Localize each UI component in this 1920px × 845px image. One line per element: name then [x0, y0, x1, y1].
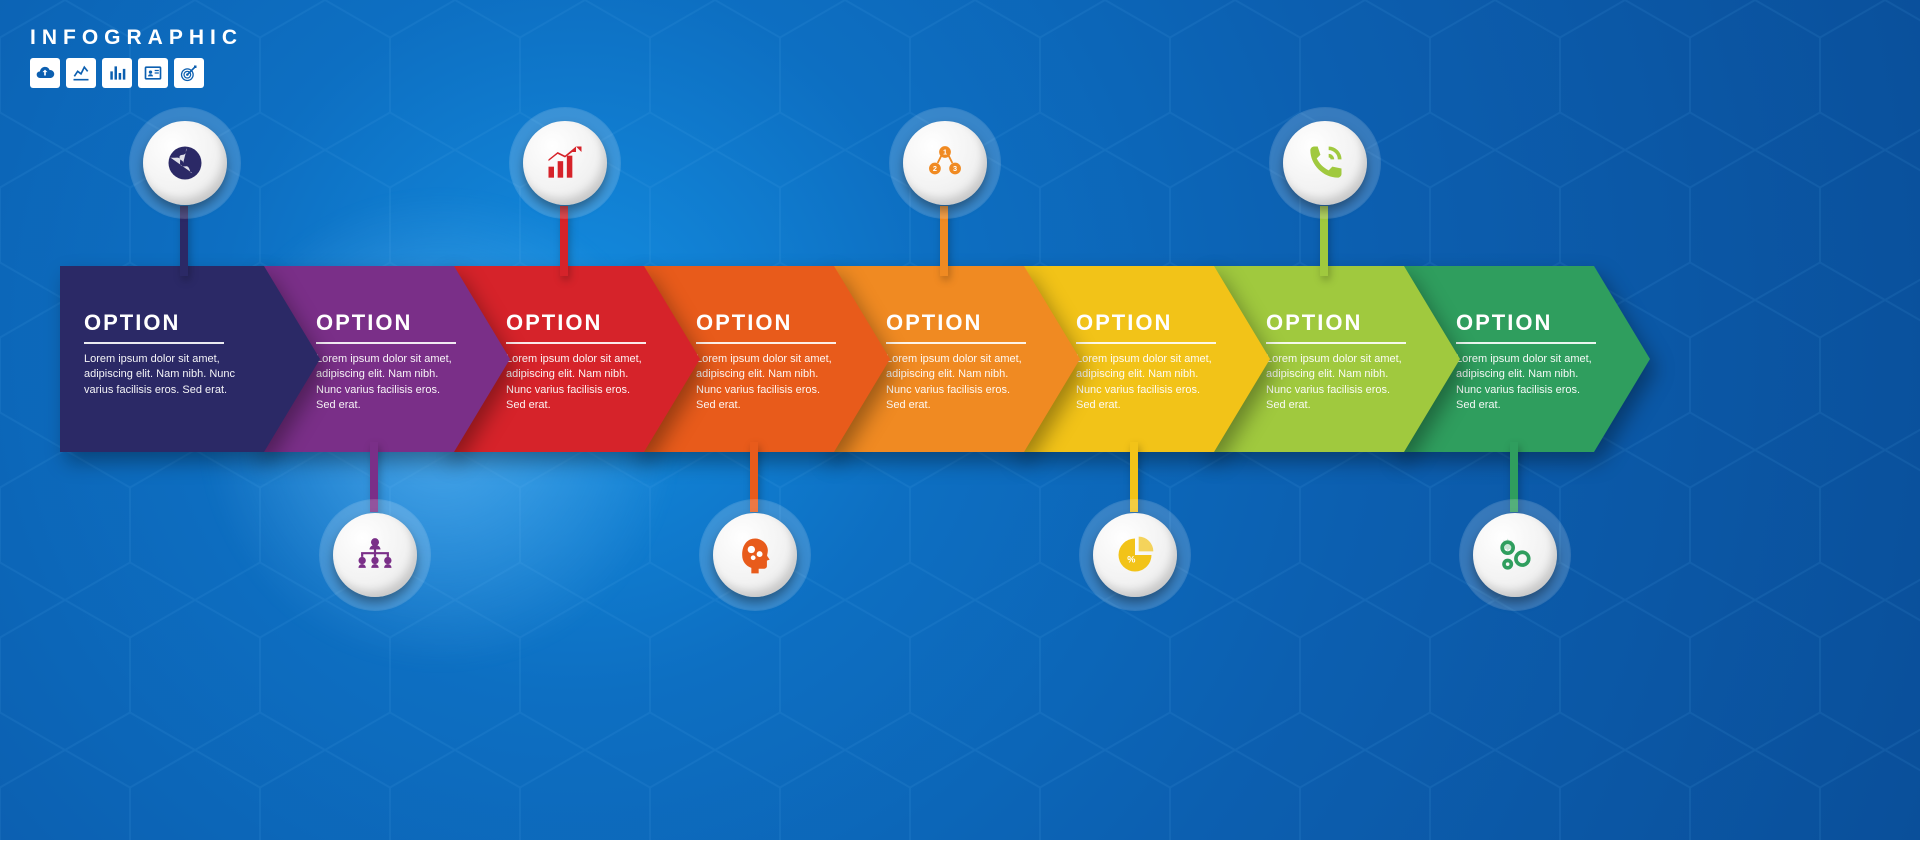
- header-icon-row: [30, 58, 243, 88]
- step-6-circle: [1270, 108, 1380, 218]
- step-1-rule: [316, 342, 456, 344]
- step-4-rule: [886, 342, 1026, 344]
- step-0-rule: [84, 342, 224, 344]
- svg-text:%: %: [1127, 554, 1135, 564]
- cloud-upload-icon: [30, 58, 60, 88]
- globe-icon: [163, 141, 207, 185]
- svg-text:3: 3: [953, 164, 957, 173]
- arrow-timeline: OPTION Lorem ipsum dolor sit amet, adipi…: [60, 266, 1920, 452]
- header-title: INFOGRAPHIC: [30, 26, 243, 50]
- step-2-rule: [506, 342, 646, 344]
- step-3-body: Lorem ipsum dolor sit amet, adipiscing e…: [696, 352, 832, 414]
- step-1-circle: [320, 500, 430, 610]
- step-6-body: Lorem ipsum dolor sit amet, adipiscing e…: [1266, 352, 1402, 414]
- step-7-body: Lorem ipsum dolor sit amet, adipiscing e…: [1456, 352, 1592, 414]
- step-3-rule: [696, 342, 836, 344]
- step-2-body: Lorem ipsum dolor sit amet, adipiscing e…: [506, 352, 642, 414]
- org-chart-icon: [353, 533, 397, 577]
- gears-icon: [1493, 533, 1537, 577]
- step-0: OPTION Lorem ipsum dolor sit amet, adipi…: [60, 266, 320, 452]
- step-7-circle: [1460, 500, 1570, 610]
- step-4-title: OPTION: [886, 310, 1022, 336]
- step-1-title: OPTION: [316, 310, 452, 336]
- bar-chart-icon: [102, 58, 132, 88]
- step-0-title: OPTION: [84, 310, 262, 336]
- step-5-body: Lorem ipsum dolor sit amet, adipiscing e…: [1076, 352, 1212, 414]
- step-0-body: Lorem ipsum dolor sit amet, adipiscing e…: [84, 352, 262, 398]
- step-4-circle: 12 3: [890, 108, 1000, 218]
- line-chart-icon: [66, 58, 96, 88]
- step-0-circle: [130, 108, 240, 218]
- step-6-title: OPTION: [1266, 310, 1402, 336]
- infographic-canvas: INFOGRAPHIC OPTION Lorem ipsum dolor sit…: [0, 0, 1920, 840]
- phone-ring-icon: [1303, 141, 1347, 185]
- growth-icon: [543, 141, 587, 185]
- step-5-circle: %: [1080, 500, 1190, 610]
- header: INFOGRAPHIC: [30, 26, 243, 88]
- step-1-body: Lorem ipsum dolor sit amet, adipiscing e…: [316, 352, 452, 414]
- step-6-rule: [1266, 342, 1406, 344]
- step-4-body: Lorem ipsum dolor sit amet, adipiscing e…: [886, 352, 1022, 414]
- svg-text:1: 1: [943, 148, 947, 157]
- step-3-title: OPTION: [696, 310, 832, 336]
- step-7-title: OPTION: [1456, 310, 1592, 336]
- pie-percent-icon: %: [1113, 533, 1157, 577]
- numbers-icon: 12 3: [923, 141, 967, 185]
- brain-gears-icon: [733, 533, 777, 577]
- step-2-circle: [510, 108, 620, 218]
- id-card-icon: [138, 58, 168, 88]
- step-7-rule: [1456, 342, 1596, 344]
- step-2-title: OPTION: [506, 310, 642, 336]
- svg-text:2: 2: [933, 164, 937, 173]
- step-5-title: OPTION: [1076, 310, 1212, 336]
- step-3-circle: [700, 500, 810, 610]
- step-5-rule: [1076, 342, 1216, 344]
- target-icon: [174, 58, 204, 88]
